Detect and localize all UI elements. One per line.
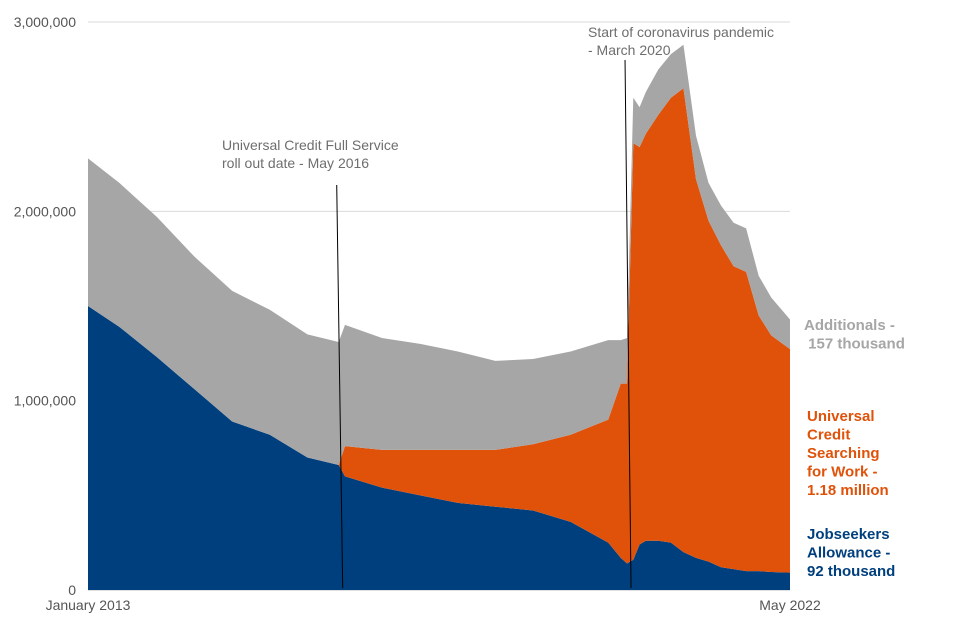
annotation-text: - March 2020: [588, 42, 671, 58]
y-tick-label: 3,000,000: [14, 14, 76, 30]
area-jsa: [88, 306, 790, 590]
series-labels: Additionals - 157 thousand Universal Credi…: [804, 317, 905, 580]
series-label-additionals: 157 thousand: [804, 336, 905, 353]
x-axis-tick-labels: January 2013 May 2022: [46, 597, 821, 613]
series-label-jsa: Allowance -: [807, 545, 890, 562]
series-label-jsa: 92 thousand: [807, 563, 895, 580]
series-label-jsa: Jobseekers: [807, 526, 890, 543]
y-tick-label: 1,000,000: [14, 393, 76, 409]
annotation-text: roll out date - May 2016: [222, 155, 369, 171]
annotations: Universal Credit Full Service roll out da…: [222, 24, 774, 589]
annotation-text: Start of coronavirus pandemic: [588, 24, 774, 40]
y-tick-label: 0: [68, 582, 76, 598]
x-tick-label-end: May 2022: [759, 597, 821, 613]
annotation-line: [624, 59, 632, 589]
stacked-areas: [88, 44, 790, 590]
series-label-uc: Universal: [807, 408, 875, 425]
y-axis-tick-labels: 0 1,000,000 2,000,000 3,000,000: [14, 14, 77, 598]
series-label-uc: for Work -: [807, 464, 878, 481]
series-label-uc: Credit: [807, 427, 850, 444]
series-label-uc: 1.18 million: [807, 482, 889, 499]
y-tick-label: 2,000,000: [14, 203, 76, 219]
area-additionals: [88, 44, 790, 466]
x-tick-label-start: January 2013: [46, 597, 131, 613]
area-uc: [88, 88, 790, 573]
annotation-text: Universal Credit Full Service: [222, 137, 399, 153]
series-label-uc: Searching: [807, 445, 880, 462]
annotation-line: [336, 184, 344, 589]
series-label-additionals: Additionals -: [804, 317, 895, 334]
